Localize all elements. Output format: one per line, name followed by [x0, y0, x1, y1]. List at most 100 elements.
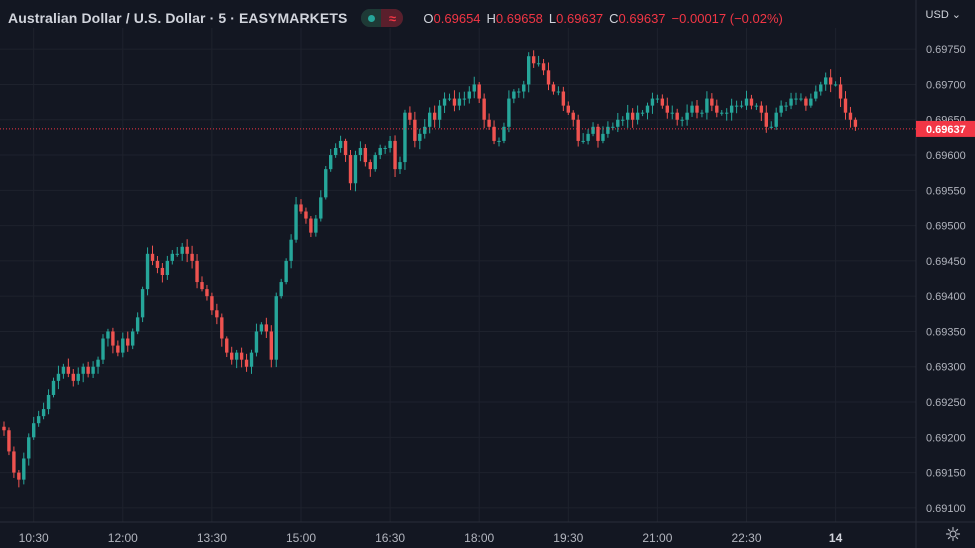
candle-body [571, 112, 575, 120]
time-axis[interactable]: 10:30 12:00 13:30 15:00 16:30 18:00 19:30 21:00… [19, 531, 843, 545]
candle-body [418, 133, 422, 141]
candle-body [81, 366, 85, 374]
candle-body [437, 105, 442, 120]
candle-body [744, 98, 749, 106]
candle-body [17, 472, 21, 480]
candle-body [259, 324, 264, 332]
status-pill[interactable]: ≈ [361, 9, 404, 27]
candle-body [566, 105, 570, 113]
time-tick-label: 18:00 [464, 531, 494, 545]
candles [2, 50, 858, 488]
candle-body [398, 162, 402, 170]
price-tick-label: 0.69300 [926, 362, 966, 374]
close-value: 0.69637 [618, 10, 666, 26]
candle-body [779, 105, 783, 113]
candle-body [447, 98, 452, 100]
candle-body [215, 310, 219, 318]
candle-body [254, 331, 259, 353]
last-price-label: 0.69637 [926, 124, 966, 136]
candle-body [729, 105, 734, 113]
candle-body [720, 112, 724, 114]
candle-body [635, 112, 640, 120]
candle-body [611, 126, 615, 128]
candle-body [660, 98, 665, 106]
candle-body [784, 105, 788, 107]
price-tick-label: 0.69700 [926, 79, 966, 91]
candle-body [220, 317, 224, 339]
symbol-title[interactable]: Australian Dollar / U.S. Dollar · 5 · EA… [8, 10, 348, 26]
price-tick-label: 0.69750 [926, 44, 966, 56]
price-tick-label: 0.69600 [926, 150, 966, 162]
candle-body [200, 282, 204, 290]
candle-body [665, 105, 669, 113]
candle-body [190, 253, 194, 261]
candle-body [621, 119, 625, 121]
candle-body [606, 126, 610, 134]
candle-body [739, 105, 744, 107]
time-tick-label: 19:30 [553, 531, 583, 545]
candle-body [630, 112, 635, 120]
candle-body [299, 204, 303, 212]
candle-body [710, 98, 714, 106]
candle-body [502, 126, 506, 141]
gear-icon[interactable] [945, 526, 961, 542]
candle-body [121, 338, 125, 353]
candle-body [626, 112, 630, 120]
candle-body [428, 112, 432, 127]
candle-body [294, 204, 298, 240]
time-tick-label: 22:30 [731, 531, 761, 545]
candle-body [536, 63, 541, 65]
candle-body [22, 458, 26, 480]
market-open-icon [361, 9, 382, 27]
candle-body [848, 112, 853, 120]
candle-body [76, 373, 80, 381]
candle-body [264, 324, 269, 332]
candle-body [2, 426, 6, 431]
candle-body [140, 289, 145, 318]
candle-body [749, 98, 754, 106]
candle-body [442, 98, 447, 106]
candle-body [135, 317, 140, 332]
high-label: H [486, 10, 496, 26]
candle-body [195, 260, 199, 283]
price-tick-label: 0.69550 [926, 185, 966, 197]
price-axis[interactable]: 0.697500.697000.696500.696000.695500.695… [926, 44, 966, 515]
candle-body [586, 133, 590, 141]
time-tick-label: 12:00 [108, 531, 138, 545]
candle-body [695, 105, 699, 113]
candle-body [507, 98, 511, 127]
price-tick-label: 0.69400 [926, 291, 966, 303]
candle-body [46, 394, 51, 410]
candle-body [393, 140, 397, 170]
candle-body [754, 105, 759, 107]
candle-body [86, 366, 90, 374]
open-label: O [423, 10, 434, 26]
candle-body [284, 260, 288, 283]
candle-body [12, 451, 16, 473]
time-tick-label: 16:30 [375, 531, 405, 545]
candle-body [363, 147, 368, 163]
candle-body [126, 338, 130, 346]
candle-body [759, 105, 764, 113]
candle-body [769, 126, 773, 128]
currency-selector[interactable]: USD ⌄ [926, 8, 961, 22]
candle-body [467, 91, 471, 99]
candle-body [7, 430, 11, 452]
candle-body [423, 126, 427, 134]
candle-body [581, 140, 585, 142]
candle-body [452, 98, 457, 106]
candle-body [804, 98, 808, 106]
price-tick-label: 0.69150 [926, 468, 966, 480]
time-tick-label: 15:00 [286, 531, 316, 545]
candle-body [27, 437, 31, 459]
candle-body [96, 359, 100, 367]
candle-body [358, 147, 363, 156]
ohlc-values: O0.69654 H0.69658 L0.69637 C0.69637 −0.0… [423, 11, 782, 26]
candle-body [101, 338, 105, 360]
candle-body [373, 155, 377, 170]
candle-body [497, 140, 501, 142]
candle-body [551, 84, 556, 92]
candle-body [403, 112, 407, 163]
candle-body [165, 260, 170, 275]
